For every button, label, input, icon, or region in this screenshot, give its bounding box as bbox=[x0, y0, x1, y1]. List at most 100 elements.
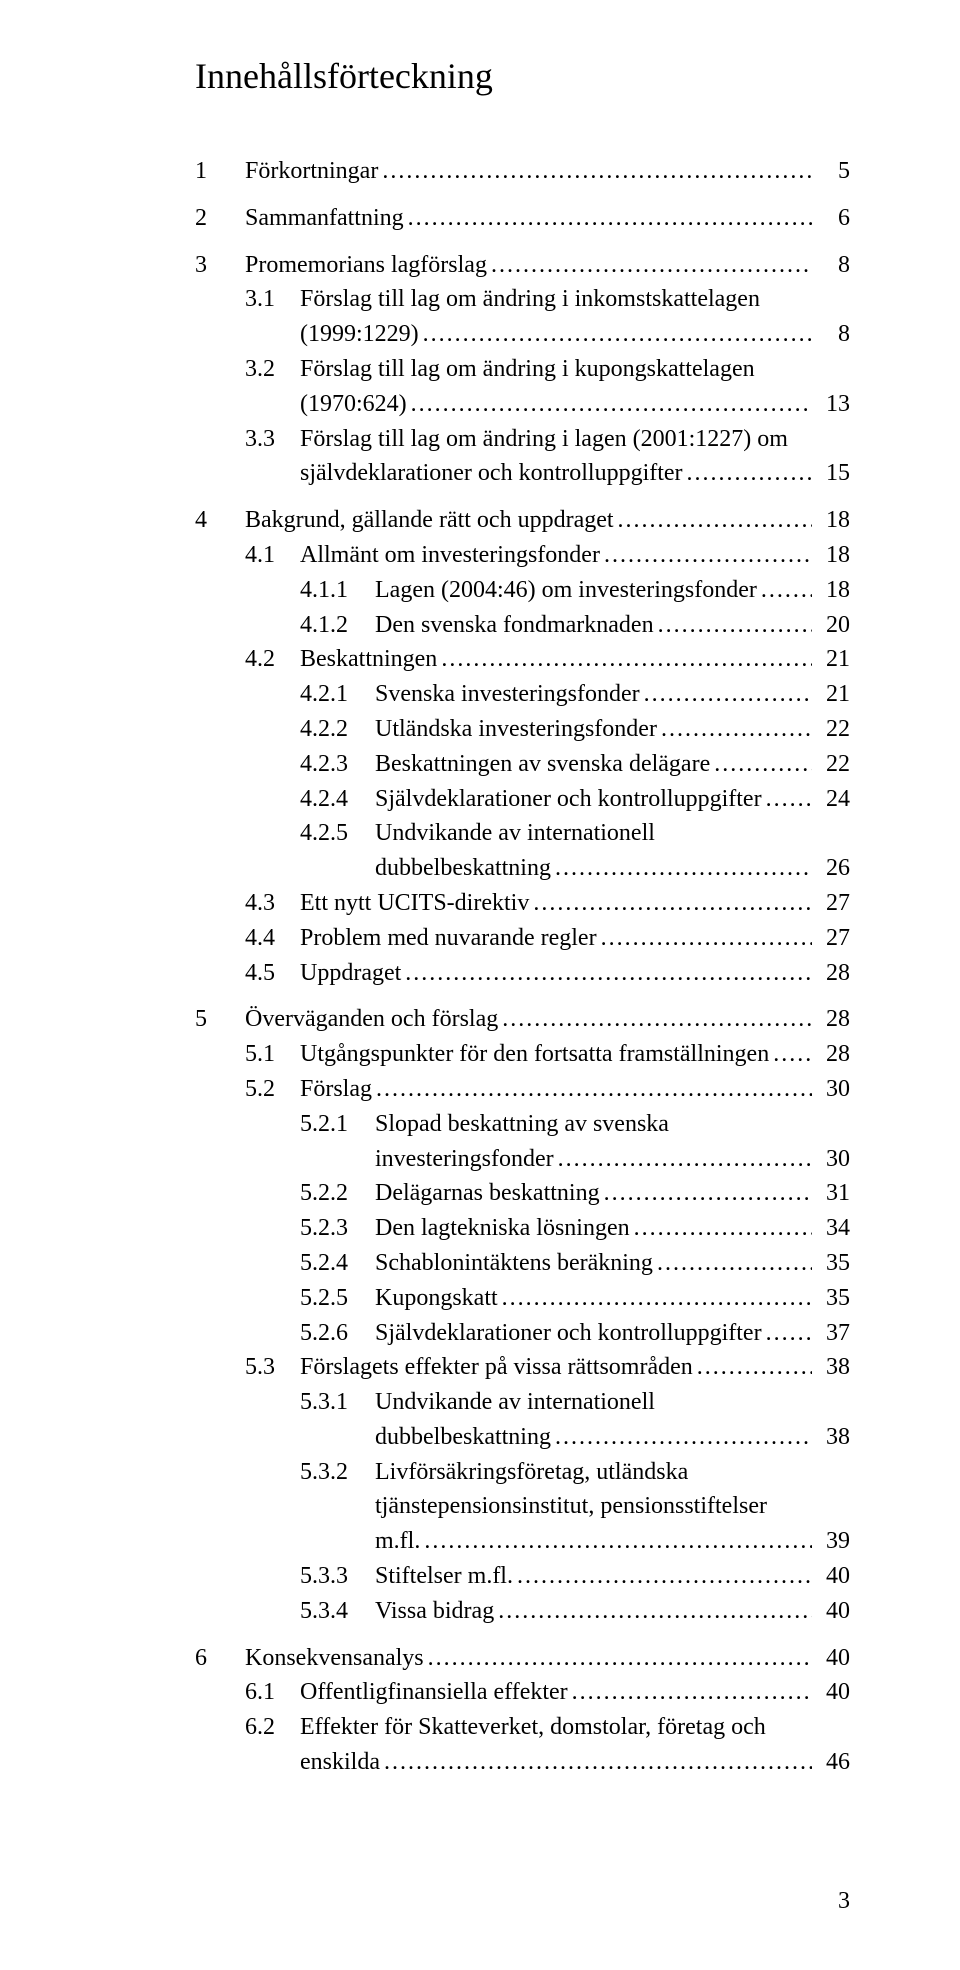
toc-number: 5.3 bbox=[195, 1350, 300, 1385]
toc-number: 6.2 bbox=[195, 1710, 300, 1745]
document-page: Innehållsförteckning 1Förkortningar.....… bbox=[0, 0, 960, 1970]
toc-leaders: ........................................… bbox=[618, 503, 812, 538]
toc-page: 46 bbox=[816, 1745, 850, 1780]
toc-number: 4.2.2 bbox=[195, 712, 375, 747]
toc-page: 40 bbox=[816, 1559, 850, 1594]
toc-page: 20 bbox=[816, 608, 850, 643]
toc-leaders: ........................................… bbox=[601, 921, 812, 956]
toc-row: 4.1.2Den svenska fondmarknaden..........… bbox=[195, 608, 850, 643]
toc-label: Vissa bidrag bbox=[375, 1594, 494, 1629]
toc-page: 13 bbox=[816, 387, 850, 422]
toc-page: 26 bbox=[816, 851, 850, 886]
toc-number: 5.2.3 bbox=[195, 1211, 375, 1246]
toc-leaders: ........................................… bbox=[657, 1246, 812, 1281]
toc-leaders: ........................................… bbox=[384, 1745, 812, 1780]
toc-label: Självdeklarationer och kontrolluppgifter bbox=[375, 782, 762, 817]
toc-row: dubbelbeskattning.......................… bbox=[195, 851, 850, 886]
toc-row: 5.2.1Slopad beskattning av svenska bbox=[195, 1107, 850, 1142]
toc-page: 18 bbox=[816, 503, 850, 538]
toc-row: 4.2.3Beskattningen av svenska delägare..… bbox=[195, 747, 850, 782]
toc-page: 28 bbox=[816, 1037, 850, 1072]
toc-leaders: ........................................… bbox=[423, 317, 812, 352]
toc-label: (1970:624) bbox=[300, 387, 407, 422]
toc-label: Utländska investeringsfonder bbox=[375, 712, 657, 747]
toc-page: 38 bbox=[816, 1350, 850, 1385]
toc-label: Konsekvensanalys bbox=[245, 1641, 424, 1676]
toc-number: 5.3.2 bbox=[195, 1455, 375, 1490]
toc-row: 5.2Förslag..............................… bbox=[195, 1072, 850, 1107]
toc-label: Livförsäkringsföretag, utländska bbox=[375, 1455, 688, 1490]
toc-page: 40 bbox=[816, 1675, 850, 1710]
toc-leaders: ........................................… bbox=[555, 1420, 812, 1455]
toc-label: Förkortningar bbox=[245, 154, 378, 189]
toc-leaders: ........................................… bbox=[697, 1350, 812, 1385]
toc-leaders: ........................................… bbox=[517, 1559, 812, 1594]
toc-label: enskilda bbox=[300, 1745, 380, 1780]
toc-label: Överväganden och förslag bbox=[245, 1002, 498, 1037]
toc-row: 4.1Allmänt om investeringsfonder........… bbox=[195, 538, 850, 573]
toc-leaders: ........................................… bbox=[658, 608, 812, 643]
toc-row: 4.2.2Utländska investeringsfonder.......… bbox=[195, 712, 850, 747]
toc-label: Beskattningen av svenska delägare bbox=[375, 747, 710, 782]
toc-row: 5.2.5Kupongskatt........................… bbox=[195, 1281, 850, 1316]
toc-number: 4.2.3 bbox=[195, 747, 375, 782]
toc-page: 22 bbox=[816, 712, 850, 747]
toc-leaders: ........................................… bbox=[441, 642, 812, 677]
toc-number: 5.2.5 bbox=[195, 1281, 375, 1316]
toc-leaders: ........................................… bbox=[761, 573, 812, 608]
toc-page: 27 bbox=[816, 921, 850, 956]
toc-number: 4.2 bbox=[195, 642, 300, 677]
toc-page: 8 bbox=[816, 317, 850, 352]
toc-row: 5.3.4Vissa bidrag.......................… bbox=[195, 1594, 850, 1629]
toc-row: 1Förkortningar..........................… bbox=[195, 154, 850, 189]
toc-row: 5.2.3Den lagtekniska lösningen..........… bbox=[195, 1211, 850, 1246]
toc-page: 18 bbox=[816, 573, 850, 608]
toc-label: Uppdraget bbox=[300, 956, 401, 991]
toc-leaders: ........................................… bbox=[428, 1641, 812, 1676]
toc-number: 6.1 bbox=[195, 1675, 300, 1710]
toc-label: Den lagtekniska lösningen bbox=[375, 1211, 630, 1246]
toc-page: 35 bbox=[816, 1281, 850, 1316]
toc-leaders: ........................................… bbox=[498, 1594, 812, 1629]
toc-number: 5.2 bbox=[195, 1072, 300, 1107]
toc-number: 4.2.1 bbox=[195, 677, 375, 712]
toc-leaders: ........................................… bbox=[502, 1281, 812, 1316]
toc-row: dubbelbeskattning.......................… bbox=[195, 1420, 850, 1455]
toc-row: 3Promemorians lagförslag................… bbox=[195, 248, 850, 283]
toc-leaders: ........................................… bbox=[424, 1524, 812, 1559]
toc-leaders: ........................................… bbox=[644, 677, 812, 712]
toc-leaders: ........................................… bbox=[491, 248, 812, 283]
toc-number: 4.2.5 bbox=[195, 816, 375, 851]
toc-page: 40 bbox=[816, 1594, 850, 1629]
toc-row: tjänstepensionsinstitut, pensionsstiftel… bbox=[195, 1489, 850, 1524]
toc-row: 3.2Förslag till lag om ändring i kupongs… bbox=[195, 352, 850, 387]
toc-number: 4.2.4 bbox=[195, 782, 375, 817]
toc-page: 8 bbox=[816, 248, 850, 283]
toc-page: 21 bbox=[816, 642, 850, 677]
toc-page: 39 bbox=[816, 1524, 850, 1559]
toc-leaders: ........................................… bbox=[558, 1142, 812, 1177]
toc-row: 5.2.2Delägarnas beskattning.............… bbox=[195, 1176, 850, 1211]
page-number: 3 bbox=[838, 1888, 850, 1915]
toc-row: 5.3.2Livförsäkringsföretag, utländska bbox=[195, 1455, 850, 1490]
toc-page: 18 bbox=[816, 538, 850, 573]
toc-label: m.fl. bbox=[375, 1524, 420, 1559]
toc-label: Svenska investeringsfonder bbox=[375, 677, 640, 712]
toc-row: 5.3.3Stiftelser m.fl. ..................… bbox=[195, 1559, 850, 1594]
toc-leaders: ........................................… bbox=[661, 712, 812, 747]
toc-label: dubbelbeskattning bbox=[375, 851, 551, 886]
toc-row: 4.1.1Lagen (2004:46) om investeringsfond… bbox=[195, 573, 850, 608]
toc-row: 6.1Offentligfinansiella effekter........… bbox=[195, 1675, 850, 1710]
toc-page: 30 bbox=[816, 1142, 850, 1177]
toc-number: 6 bbox=[195, 1641, 245, 1676]
toc-leaders: ........................................… bbox=[604, 538, 812, 573]
toc-number: 4.5 bbox=[195, 956, 300, 991]
toc-label: Effekter för Skatteverket, domstolar, fö… bbox=[300, 1710, 766, 1745]
toc-leaders: ........................................… bbox=[382, 154, 812, 189]
toc-row: 4.2Beskattningen........................… bbox=[195, 642, 850, 677]
toc-row: 4.2.4Självdeklarationer och kontrolluppg… bbox=[195, 782, 850, 817]
toc-row: 6.2Effekter för Skatteverket, domstolar,… bbox=[195, 1710, 850, 1745]
toc-row: 2Sammanfattning.........................… bbox=[195, 201, 850, 236]
toc-label: Undvikande av internationell bbox=[375, 1385, 655, 1420]
toc-leaders: ........................................… bbox=[634, 1211, 812, 1246]
